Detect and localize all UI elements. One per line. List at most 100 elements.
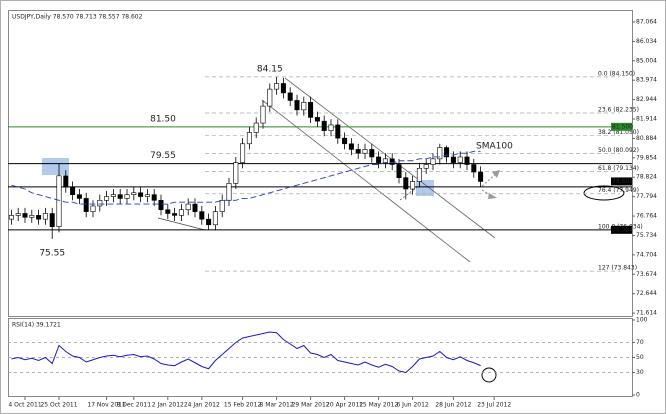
y-tick-label: 71.614 xyxy=(636,310,657,317)
sma-label: SMA100 xyxy=(476,142,513,152)
annotation: 79.55 xyxy=(150,151,176,161)
highlight-box xyxy=(42,158,69,175)
channel-line xyxy=(284,77,496,239)
candle-body xyxy=(192,203,198,212)
candle-body xyxy=(178,209,184,216)
y-tick-label: 87.064 xyxy=(636,18,657,25)
x-tick-label: 28 Jun 2012 xyxy=(435,402,471,409)
y-tick-label: 50 xyxy=(636,354,644,361)
candle-body xyxy=(206,218,212,226)
candle-body xyxy=(8,215,14,220)
candle-body xyxy=(382,158,388,163)
candle-body xyxy=(49,213,55,227)
candle-body xyxy=(314,117,320,122)
candle-body xyxy=(70,186,76,195)
price-tag xyxy=(611,225,632,234)
candle-body xyxy=(110,194,116,197)
candle-body xyxy=(342,137,348,145)
candle-body xyxy=(172,213,178,216)
candle-body xyxy=(274,83,280,90)
price-tag-label: 81.500 xyxy=(612,123,633,130)
candle-body xyxy=(396,164,402,178)
y-tick-label: 80.884 xyxy=(636,135,657,142)
candle-body xyxy=(450,156,456,163)
candle-body xyxy=(308,102,314,118)
y-tick-label: 30 xyxy=(636,369,644,376)
candle-body xyxy=(219,200,225,212)
candle-body xyxy=(464,156,470,165)
y-tick-label: 83.974 xyxy=(636,77,657,84)
candle-body xyxy=(15,213,21,216)
candle-body xyxy=(124,194,130,199)
x-tick-label: 15 Feb 2012 xyxy=(224,402,262,409)
x-tick-label: 6 Jun 2012 xyxy=(396,402,428,409)
candle-body xyxy=(471,164,477,173)
candle-body xyxy=(131,192,137,195)
candle-body xyxy=(138,192,144,197)
candle-body xyxy=(403,177,409,190)
arrow xyxy=(481,173,497,187)
circle-marker xyxy=(481,367,497,383)
trend-line xyxy=(399,184,421,201)
y-tick-label: 85.004 xyxy=(636,57,657,64)
candle-body xyxy=(430,158,436,165)
candle-body xyxy=(478,171,484,182)
x-tick-label: 20 Apr 2012 xyxy=(326,402,363,409)
candle-body xyxy=(335,124,341,139)
candle-body xyxy=(362,149,368,154)
candle-body xyxy=(36,215,42,220)
rsi-line xyxy=(11,331,481,374)
candle-body xyxy=(389,158,395,165)
annotation: 81.50 xyxy=(150,114,176,124)
price-tag-label: 76.034 xyxy=(612,226,633,233)
fib-label: 38.2 (81.050) xyxy=(598,129,639,136)
price-tag-label: 78.602 xyxy=(612,178,633,185)
y-tick-label: 100 xyxy=(636,317,648,324)
trend-line xyxy=(157,217,206,231)
fib-label: 127 (73.843) xyxy=(598,265,637,272)
fib-label: 76.4 (77.949) xyxy=(598,187,639,194)
candle-body xyxy=(90,205,96,212)
candle-body xyxy=(63,175,69,188)
y-tick-label: 72.644 xyxy=(636,290,657,297)
y-tick-label: 76.764 xyxy=(636,213,657,220)
candle-body xyxy=(233,162,239,184)
candle-body xyxy=(376,156,382,163)
candle-body xyxy=(240,143,246,163)
candle-body xyxy=(287,92,293,101)
y-tick-label: 81.914 xyxy=(636,116,657,123)
candle-body xyxy=(185,203,191,211)
candle-body xyxy=(444,147,450,158)
arrow-head xyxy=(492,170,500,178)
y-tick-label: 77.794 xyxy=(636,193,657,200)
candle-body xyxy=(83,198,89,212)
candle-body xyxy=(437,147,443,160)
candle-body xyxy=(226,183,232,201)
y-tick-label: 70 xyxy=(636,339,644,346)
y-tick-label: 79.854 xyxy=(636,154,657,161)
sma-line xyxy=(11,150,481,205)
candle-body xyxy=(260,105,266,124)
candle-body xyxy=(369,149,375,158)
candle-body xyxy=(253,122,259,133)
x-tick-label: 29 Mar 2012 xyxy=(292,402,330,409)
x-tick-label: 25 Oct 2011 xyxy=(40,402,77,409)
fib-label: 61.8 (79.134) xyxy=(598,165,639,172)
candle-body xyxy=(42,213,48,220)
candle-body xyxy=(348,143,354,150)
candle-body xyxy=(280,83,286,94)
candle-body xyxy=(457,156,463,163)
candle-body xyxy=(410,181,416,190)
candle-body xyxy=(321,120,327,131)
candle-body xyxy=(104,196,110,201)
arrow-head xyxy=(488,193,497,199)
candle-body xyxy=(117,194,123,199)
candle-body xyxy=(165,209,171,214)
x-tick-label: 2 Jan 2012 xyxy=(152,402,184,409)
candle-body xyxy=(294,100,300,111)
x-tick-label: 4 Oct 2011 xyxy=(8,402,41,409)
overlay xyxy=(42,77,625,383)
y-tick-label: 78.824 xyxy=(636,174,657,181)
